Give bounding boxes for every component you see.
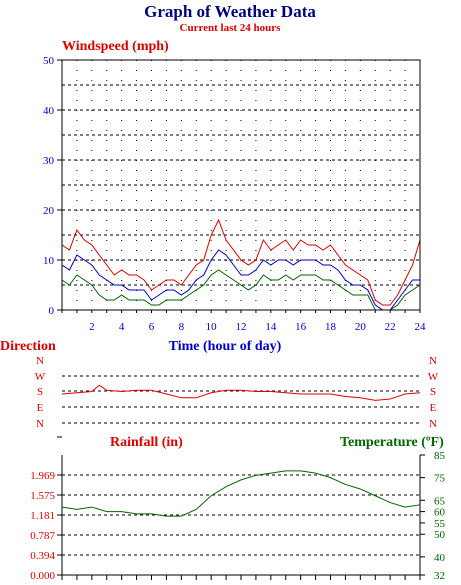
wind-ytick-label: 20	[43, 205, 55, 217]
wind-xtick-label: 8	[179, 321, 185, 333]
chart-title: Graph of Weather Data	[144, 2, 316, 21]
temperature-panel-title: Temperature (ºF)	[340, 435, 444, 450]
temp-ytick-label: 65	[434, 495, 446, 507]
wind-xtick-label: 6	[149, 321, 155, 333]
temperature-series	[61, 470, 421, 517]
wind-xtick-label: 2	[89, 321, 95, 333]
direction-ytick-left: W	[35, 371, 46, 383]
direction-ytick-right: N	[429, 355, 437, 367]
temp-ytick-label: 75	[434, 473, 446, 485]
direction-ytick-right: W	[428, 371, 439, 383]
wind-series-red	[61, 218, 421, 306]
wind-xtick-label: 18	[325, 321, 337, 333]
wind-ytick-label: 50	[43, 55, 55, 67]
rain-axes: 0.000 0.394 0.787 1.181 1.575 1.969 32 40 505560…	[30, 436, 446, 582]
wind-panel-title: Windspeed (mph)	[62, 39, 169, 54]
wind-plot	[61, 218, 421, 311]
direction-series	[61, 384, 421, 401]
wind-xtick-label: 24	[415, 321, 427, 333]
rain-ytick-label: 0.394	[30, 550, 55, 562]
rain-ytick-label: 1.575	[30, 490, 55, 502]
direction-ytick-right: N	[429, 418, 437, 430]
temp-ytick-label: 40	[434, 552, 446, 564]
rainfall-panel-title: Rainfall (in)	[110, 435, 183, 450]
wind-xtick-label: 10	[206, 321, 218, 333]
wind-ytick-label: 10	[43, 255, 55, 267]
wind-xlabel: Time (hour of day)	[169, 339, 282, 354]
direction-ytick-left: N	[36, 418, 44, 430]
rain-ytick-label: 1.969	[30, 470, 55, 482]
temp-ytick-label: 55	[434, 518, 446, 530]
wind-series-blue	[61, 249, 420, 311]
wind-ytick-label: 30	[43, 155, 55, 167]
temp-ytick-label: 60	[434, 507, 446, 519]
wind-xtick-label: 22	[385, 321, 396, 333]
temp-ytick-label: 85	[434, 450, 446, 462]
temp-ytick-label: 50	[434, 529, 446, 541]
chart-subtitle: Current last 24 hours	[180, 22, 282, 34]
direction-ytick-left: N	[36, 355, 44, 367]
rain-ytick-label: 0.000	[30, 570, 55, 582]
wind-ytick-label: 40	[43, 105, 55, 117]
temp-ytick-label: 32	[434, 570, 445, 582]
wind-series-green	[61, 269, 421, 311]
wind-frame	[61, 59, 421, 311]
rain-grid	[62, 474, 420, 556]
rain-ytick-label: 0.787	[30, 530, 55, 542]
direction-ytick-left: S	[37, 386, 43, 398]
wind-xtick-label: 12	[236, 321, 247, 333]
direction-grid	[62, 375, 420, 424]
direction-ytick-left: E	[37, 402, 44, 414]
direction-plot	[61, 384, 421, 401]
direction-axes: N NW WS SE EN N	[35, 355, 439, 430]
rain-temp-plot	[61, 470, 421, 517]
wind-xtick-label: 14	[265, 321, 277, 333]
wind-ytick-label: 0	[49, 305, 55, 317]
wind-xtick-label: 16	[295, 321, 307, 333]
direction-panel-title: Direction	[0, 339, 56, 354]
direction-ytick-right: S	[430, 386, 436, 398]
direction-ytick-right: E	[430, 402, 437, 414]
rain-ytick-label: 1.181	[30, 510, 55, 522]
wind-xtick-label: 4	[119, 321, 125, 333]
wind-xtick-label: 20	[355, 321, 367, 333]
wind-grid	[62, 60, 420, 310]
